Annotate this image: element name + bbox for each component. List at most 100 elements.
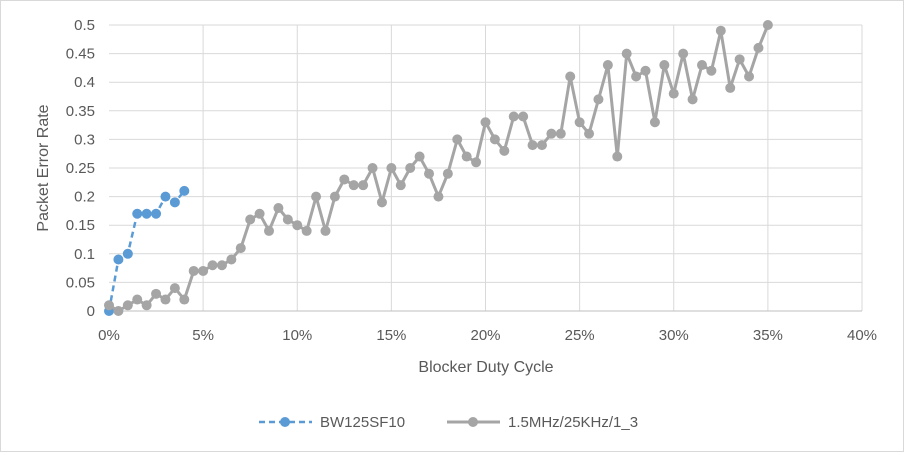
data-point xyxy=(188,265,199,276)
plot-area xyxy=(104,20,773,316)
data-point xyxy=(527,140,538,151)
x-tick-label: 30% xyxy=(659,327,689,344)
data-point xyxy=(169,197,180,208)
data-point xyxy=(593,94,604,105)
legend-label: 1.5MHz/25KHz/1_3 xyxy=(508,414,638,431)
x-tick-label: 15% xyxy=(376,327,406,344)
data-point xyxy=(574,117,585,128)
data-point xyxy=(602,60,613,71)
data-point xyxy=(358,180,369,191)
axes: 0 0.05 0.1 0.15 0.2 0.25 0.3 0.35 0.4 0.45 0.5 0% 5%… xyxy=(66,17,877,344)
data-point xyxy=(292,220,303,231)
data-point xyxy=(132,208,143,219)
legend-entry: BW125SF10 xyxy=(259,414,405,431)
legend: BW125SF10 1.5MHz/25KHz/1_3 xyxy=(259,414,638,431)
y-tick-label: 0.05 xyxy=(66,274,95,291)
y-tick-label: 0.4 xyxy=(74,74,95,91)
data-point xyxy=(499,145,510,156)
data-point xyxy=(489,134,500,145)
x-tick-label: 20% xyxy=(470,327,500,344)
data-point xyxy=(301,225,312,236)
data-point xyxy=(113,306,124,316)
data-point xyxy=(621,48,632,59)
data-point xyxy=(734,54,745,65)
data-point xyxy=(198,265,209,276)
y-tick-label: 0.5 xyxy=(74,17,95,34)
y-tick-label: 0.35 xyxy=(66,103,95,120)
data-point xyxy=(179,185,190,196)
data-point xyxy=(339,174,350,185)
data-point xyxy=(169,283,180,294)
data-point xyxy=(311,191,322,202)
data-point xyxy=(282,214,293,225)
y-axis-title: Packet Error Rate xyxy=(35,104,52,231)
data-point xyxy=(433,191,444,202)
data-point xyxy=(753,42,764,53)
data-point xyxy=(264,225,275,236)
data-point xyxy=(376,197,387,208)
data-point xyxy=(480,117,491,128)
data-point xyxy=(631,71,642,82)
data-point xyxy=(235,243,246,254)
data-point xyxy=(725,82,736,93)
series-0 xyxy=(104,185,190,316)
data-point xyxy=(160,191,171,202)
x-tick-label: 40% xyxy=(847,327,877,344)
data-point xyxy=(546,128,557,139)
data-point xyxy=(706,65,717,76)
data-point xyxy=(687,94,698,105)
x-tick-label: 25% xyxy=(565,327,595,344)
data-point xyxy=(348,180,359,191)
data-point xyxy=(254,208,265,219)
data-point xyxy=(113,254,124,265)
data-point xyxy=(452,134,463,145)
data-point xyxy=(508,111,519,122)
data-point xyxy=(216,260,227,271)
data-point xyxy=(461,151,472,162)
data-point xyxy=(715,25,726,36)
data-point xyxy=(696,60,707,71)
x-axis-title: Blocker Duty Cycle xyxy=(418,359,553,376)
data-point xyxy=(565,71,576,82)
data-point xyxy=(612,151,623,162)
x-tick-label: 35% xyxy=(753,327,783,344)
data-point xyxy=(179,294,190,305)
data-point xyxy=(640,65,651,76)
legend-entry: 1.5MHz/25KHz/1_3 xyxy=(447,414,638,431)
y-tick-label: 0 xyxy=(87,303,95,320)
x-tick-label: 5% xyxy=(192,327,214,344)
data-point xyxy=(584,128,595,139)
data-point xyxy=(151,288,162,299)
data-point xyxy=(132,294,143,305)
series-1 xyxy=(104,20,773,316)
data-point xyxy=(424,168,435,179)
legend-swatch-marker xyxy=(280,417,290,427)
data-point xyxy=(141,300,152,311)
x-tick-label: 0% xyxy=(98,327,120,344)
data-point xyxy=(141,208,152,219)
y-tick-label: 0.1 xyxy=(74,246,95,263)
y-tick-label: 0.3 xyxy=(74,131,95,148)
data-point xyxy=(471,157,482,168)
data-point xyxy=(207,260,218,271)
data-point xyxy=(659,60,670,71)
data-point xyxy=(678,48,689,59)
data-point xyxy=(536,140,547,151)
data-point xyxy=(405,163,416,173)
data-point xyxy=(555,128,566,139)
legend-label: BW125SF10 xyxy=(320,414,405,431)
legend-swatch-marker xyxy=(468,417,478,427)
y-tick-label: 0.45 xyxy=(66,46,95,63)
data-point xyxy=(320,225,331,236)
data-point xyxy=(329,191,340,202)
data-point xyxy=(122,248,133,259)
x-tick-label: 10% xyxy=(282,327,312,344)
data-point xyxy=(367,163,378,173)
data-point xyxy=(386,163,397,173)
data-point xyxy=(122,300,133,311)
data-point xyxy=(518,111,529,122)
data-point xyxy=(649,117,660,128)
data-point xyxy=(414,151,425,162)
